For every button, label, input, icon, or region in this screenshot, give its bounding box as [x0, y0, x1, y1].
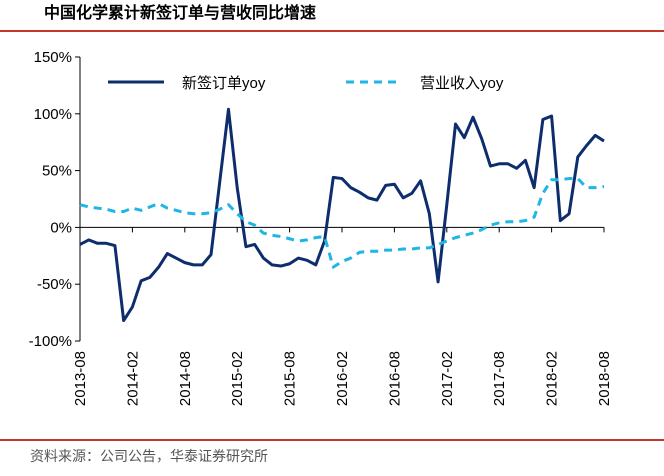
x-tick-label: 2018-08 [596, 351, 613, 406]
y-tick-label: -100% [29, 333, 72, 350]
x-tick-label: 2016-08 [386, 351, 403, 406]
y-tick-label: 100% [34, 106, 72, 123]
legend-label: 新签订单yoy [182, 75, 266, 92]
x-tick-label: 2016-02 [334, 351, 351, 406]
x-tick-label: 2015-08 [282, 351, 299, 406]
x-tick-label: 2018-02 [544, 351, 561, 406]
x-tick-label: 2017-02 [439, 351, 456, 406]
y-tick-label: -50% [37, 276, 72, 293]
x-tick-label: 2014-02 [124, 351, 141, 406]
series-line [79, 107, 605, 323]
chart-title: 中国化学累计新签订单与营收同比增速 [44, 3, 316, 22]
y-tick-label: 0% [50, 219, 72, 236]
x-tick-label: 2017-08 [491, 351, 508, 406]
x-tick-label: 2014-08 [177, 351, 194, 406]
y-tick-label: 150% [34, 49, 72, 66]
y-tick-label: 50% [42, 163, 72, 180]
x-tick-label: 2015-02 [229, 351, 246, 406]
x-tick-label: 2013-08 [72, 351, 89, 406]
series-line [79, 177, 605, 269]
legend-label: 营业收入yoy [420, 75, 504, 92]
source-note: 资料来源：公司公告，华泰证券研究所 [30, 448, 268, 464]
